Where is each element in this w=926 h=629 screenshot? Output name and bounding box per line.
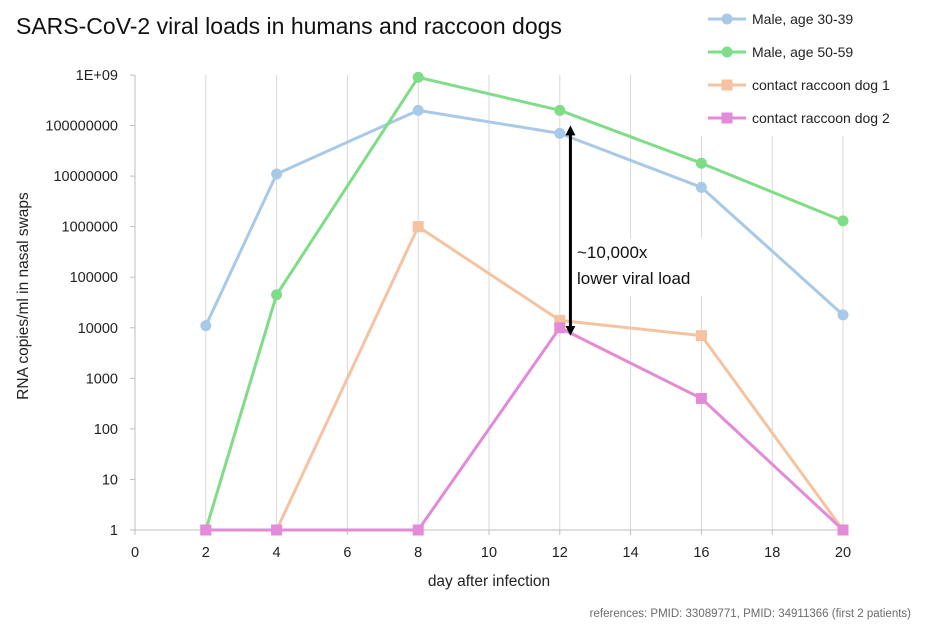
data-point [837, 215, 849, 227]
x-tick-label: 2 [202, 545, 210, 561]
data-point [271, 524, 283, 536]
data-point [412, 524, 424, 536]
y-tick-label: 100000 [70, 270, 118, 286]
data-point [271, 289, 283, 301]
legend-item: Male, age 30-39 [708, 11, 853, 27]
legend-swatch-marker [721, 13, 733, 25]
data-point [837, 524, 849, 536]
legend-swatch-marker [721, 46, 733, 58]
series-4 [200, 322, 849, 536]
x-tick-label: 20 [835, 545, 851, 561]
data-point [837, 309, 849, 321]
y-tick-label: 1000000 [62, 220, 118, 236]
x-tick-label: 18 [764, 545, 780, 561]
y-tick-label: 10000 [78, 321, 118, 337]
annotation-line-2: lower viral load [577, 269, 690, 288]
x-tick-label: 4 [273, 545, 281, 561]
data-point [695, 392, 707, 404]
legend-item: Male, age 50-59 [708, 44, 853, 60]
data-point [200, 320, 212, 332]
data-point [554, 104, 566, 116]
legend-item: contact raccoon dog 1 [708, 77, 890, 93]
y-tick-label: 1000 [86, 371, 118, 387]
chart-title: SARS-CoV-2 viral loads in humans and rac… [16, 13, 562, 39]
y-tick-label: 100000000 [45, 119, 118, 135]
data-point [695, 157, 707, 169]
y-tick-label: 10 [102, 472, 118, 488]
data-point [695, 181, 707, 193]
series-1 [200, 104, 849, 332]
annotation-background [570, 238, 720, 296]
legend-swatch-marker [721, 112, 733, 124]
x-tick-label: 8 [414, 545, 422, 561]
data-point [554, 322, 566, 334]
x-axis-label: day after infection [428, 573, 550, 590]
legend-item: contact raccoon dog 2 [708, 110, 890, 126]
x-tick-label: 0 [131, 545, 139, 561]
data-point [695, 330, 707, 342]
series-line [204, 108, 845, 327]
series-line [204, 75, 844, 531]
data-point [412, 71, 424, 83]
x-tick-label: 16 [693, 545, 709, 561]
x-tick-label: 6 [343, 545, 351, 561]
legend-swatch-marker [721, 79, 733, 91]
references-footnote: references: PMID: 33089771, PMID: 349113… [590, 608, 911, 620]
data-point [200, 524, 212, 536]
y-tick-label: 10000000 [53, 169, 118, 185]
vertical-gridlines [205, 75, 844, 530]
series-lines [200, 71, 849, 536]
data-point [554, 314, 566, 326]
data-point [412, 104, 424, 116]
legend: Male, age 30-39 Male, age 50-59 contact ra… [700, 2, 920, 136]
legend-label: contact raccoon dog 1 [752, 77, 890, 93]
data-point [271, 168, 283, 180]
y-tick-label: 100 [94, 422, 118, 438]
annotation-line-1: ~10,000x [577, 243, 648, 262]
data-point [412, 221, 424, 233]
legend-label: contact raccoon dog 2 [752, 110, 890, 126]
y-tick-label: 1E+09 [76, 68, 118, 84]
x-tick-labels: 0 2 4 6 8 10 12 14 16 18 20 [131, 545, 851, 561]
y-axis-label: RNA copies/ml in nasal swaps [15, 192, 32, 400]
series-2 [200, 71, 849, 536]
legend-label: Male, age 30-39 [752, 11, 853, 27]
x-tick-label: 10 [481, 545, 497, 561]
x-tick-label: 14 [623, 545, 639, 561]
legend-label: Male, age 50-59 [752, 44, 853, 60]
series-line [205, 326, 845, 532]
data-point [554, 127, 566, 139]
axes [130, 74, 844, 535]
y-tick-labels: 1 10 100 1000 10000 100000 1000000 10000000 1000… [45, 68, 118, 539]
y-tick-label: 1 [110, 523, 118, 539]
x-tick-label: 12 [552, 545, 568, 561]
legend-background [700, 2, 920, 136]
